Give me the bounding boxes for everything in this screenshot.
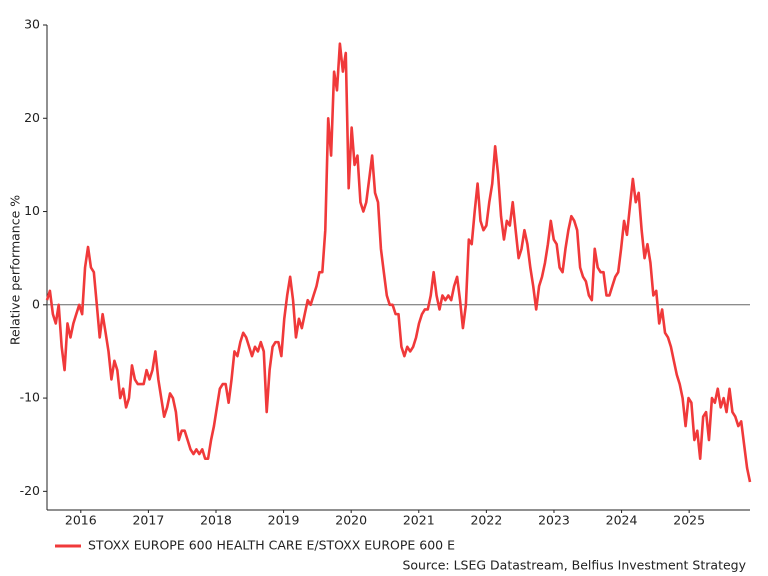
legend-label: STOXX EUROPE 600 HEALTH CARE E/STOXX EUR… [88, 538, 455, 553]
x-tick-label: 2025 [673, 513, 705, 528]
y-axis-label: Relative performance % [8, 195, 23, 345]
y-tick-label: -20 [20, 483, 40, 498]
y-tick-label: 20 [24, 110, 40, 125]
x-tick-label: 2022 [470, 513, 502, 528]
x-tick-label: 2018 [200, 513, 232, 528]
x-tick-label: 2017 [132, 513, 164, 528]
y-tick-label: -10 [20, 390, 40, 405]
x-tick-label: 2024 [606, 513, 638, 528]
data-line [45, 42, 752, 483]
y-tick-label: 10 [24, 203, 40, 218]
x-tick-label: 2020 [335, 513, 367, 528]
x-tick-label: 2023 [538, 513, 570, 528]
source-note: Source: LSEG Datastream, Belfius Investm… [402, 558, 746, 573]
x-tick-label: 2016 [65, 513, 97, 528]
x-tick-label: 2021 [403, 513, 435, 528]
x-tick-label: 2019 [268, 513, 300, 528]
y-tick-label: 0 [32, 296, 40, 311]
y-tick-label: 30 [24, 17, 40, 32]
